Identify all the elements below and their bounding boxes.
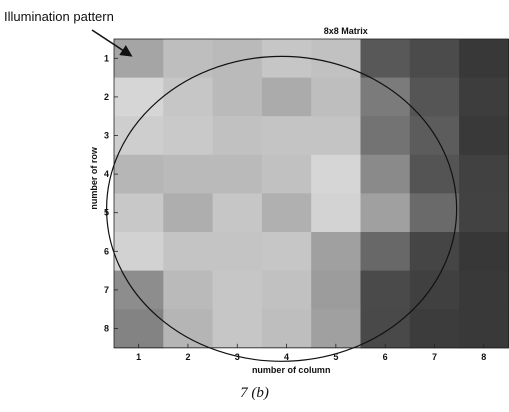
heatmap-cell-r4-c6 bbox=[360, 154, 411, 194]
heatmap-cell-r3-c3 bbox=[212, 116, 263, 156]
y-tick-label-3: 3 bbox=[104, 131, 109, 141]
heatmap-cell-r7-c8 bbox=[459, 270, 509, 310]
heatmap-cell-r3-c4 bbox=[261, 116, 312, 156]
heatmap-cell-r7-c6 bbox=[360, 270, 411, 310]
heatmap-cell-r4-c1 bbox=[114, 154, 164, 194]
y-tick-label-8: 8 bbox=[104, 324, 109, 334]
x-tick-label-8: 8 bbox=[481, 352, 486, 362]
y-tick-label-4: 4 bbox=[104, 169, 109, 179]
heatmap-cell-r7-c3 bbox=[212, 270, 263, 310]
heatmap-cell-r2-c1 bbox=[114, 77, 164, 117]
heatmap-cell-r6-c7 bbox=[409, 232, 460, 272]
heatmap-cell-r2-c8 bbox=[459, 77, 509, 117]
heatmap-cell-r6-c8 bbox=[459, 232, 509, 272]
heatmap-cell-r8-c6 bbox=[360, 309, 411, 349]
heatmap-cell-r6-c6 bbox=[360, 232, 411, 272]
heatmap-cell-r8-c8 bbox=[459, 309, 509, 349]
chart-title: 8x8 Matrix bbox=[324, 26, 368, 36]
heatmap-cell-r1-c4 bbox=[261, 39, 312, 79]
heatmap-cell-r5-c5 bbox=[311, 193, 362, 233]
heatmap-cell-r4-c7 bbox=[409, 154, 460, 194]
annotation-arrow bbox=[91, 29, 133, 57]
heatmap-cell-r5-c6 bbox=[360, 193, 411, 233]
heatmap-cell-r5-c1 bbox=[114, 193, 164, 233]
heatmap-cell-r1-c6 bbox=[360, 39, 411, 79]
heatmap-cell-r1-c8 bbox=[459, 39, 509, 79]
illumination-circle bbox=[106, 55, 458, 362]
heatmap-cell-r1-c7 bbox=[409, 39, 460, 79]
heatmap-cell-r8-c5 bbox=[311, 309, 362, 349]
heatmap-cell-r4-c4 bbox=[261, 154, 312, 194]
heatmap-cell-r3-c5 bbox=[311, 116, 362, 156]
heatmap-cell-r5-c4 bbox=[261, 193, 312, 233]
x-tick-label-2: 2 bbox=[185, 352, 190, 362]
heatmap-cell-r6-c3 bbox=[212, 232, 263, 272]
y-tick-label-6: 6 bbox=[104, 246, 109, 256]
heatmap-cell-r2-c7 bbox=[409, 77, 460, 117]
illumination-pattern-label: Illumination pattern bbox=[4, 9, 114, 24]
heatmap-cell-r3-c1 bbox=[114, 116, 164, 156]
x-tick-label-6: 6 bbox=[383, 352, 388, 362]
heatmap-cell-r8-c7 bbox=[409, 309, 460, 349]
y-tick-label-1: 1 bbox=[104, 53, 109, 63]
heatmap-cell-r1-c1 bbox=[114, 39, 164, 79]
heatmap-cell-r3-c6 bbox=[360, 116, 411, 156]
heatmap-cell-r3-c8 bbox=[459, 116, 509, 156]
heatmap-cell-r4-c2 bbox=[163, 154, 214, 194]
heatmap-cell-r1-c2 bbox=[163, 39, 214, 79]
heatmap-cell-r4-c5 bbox=[311, 154, 362, 194]
y-axis-label: number of row bbox=[89, 146, 99, 209]
heatmap-cell-r6-c2 bbox=[163, 232, 214, 272]
heatmap-cell-r7-c5 bbox=[311, 270, 362, 310]
x-tick-label-4: 4 bbox=[284, 352, 289, 362]
heatmap-cell-r8-c2 bbox=[163, 309, 214, 349]
x-axis-label: number of column bbox=[252, 365, 331, 375]
heatmap-cell-r2-c5 bbox=[311, 77, 362, 117]
heatmap-cell-r5-c3 bbox=[212, 193, 263, 233]
heatmap-cell-r8-c4 bbox=[261, 309, 312, 349]
heatmap-cell-r7-c7 bbox=[409, 270, 460, 310]
heatmap-cell-r5-c7 bbox=[409, 193, 460, 233]
figure-caption: 7 (b) bbox=[240, 385, 269, 401]
heatmap-cell-r6-c4 bbox=[261, 232, 312, 272]
heatmap-cells bbox=[114, 39, 509, 349]
heatmap-cell-r2-c4 bbox=[261, 77, 312, 117]
heatmap-cell-r8-c3 bbox=[212, 309, 263, 349]
heatmap-cell-r8-c1 bbox=[114, 309, 164, 349]
x-tick-label-5: 5 bbox=[333, 352, 338, 362]
x-tick-label-1: 1 bbox=[136, 352, 141, 362]
heatmap-cell-r2-c2 bbox=[163, 77, 214, 117]
heatmap-cell-r6-c1 bbox=[114, 232, 164, 272]
heatmap-cell-r4-c3 bbox=[212, 154, 263, 194]
heatmap-cell-r7-c2 bbox=[163, 270, 214, 310]
x-tick-label-7: 7 bbox=[432, 352, 437, 362]
heatmap-cell-r1-c5 bbox=[311, 39, 362, 79]
heatmap-cell-r2-c3 bbox=[212, 77, 263, 117]
heatmap-cell-r6-c5 bbox=[311, 232, 362, 272]
plot-frame bbox=[113, 38, 509, 349]
heatmap-cell-r4-c8 bbox=[459, 154, 509, 194]
heatmap-cell-r5-c2 bbox=[163, 193, 214, 233]
heatmap-cell-r2-c6 bbox=[360, 77, 411, 117]
heatmap-cell-r5-c8 bbox=[459, 193, 509, 233]
y-tick-label-7: 7 bbox=[104, 285, 109, 295]
y-tick-label-2: 2 bbox=[104, 92, 109, 102]
heatmap-cell-r7-c4 bbox=[261, 270, 312, 310]
heatmap-cell-r3-c2 bbox=[163, 116, 214, 156]
heatmap-cell-r7-c1 bbox=[114, 270, 164, 310]
